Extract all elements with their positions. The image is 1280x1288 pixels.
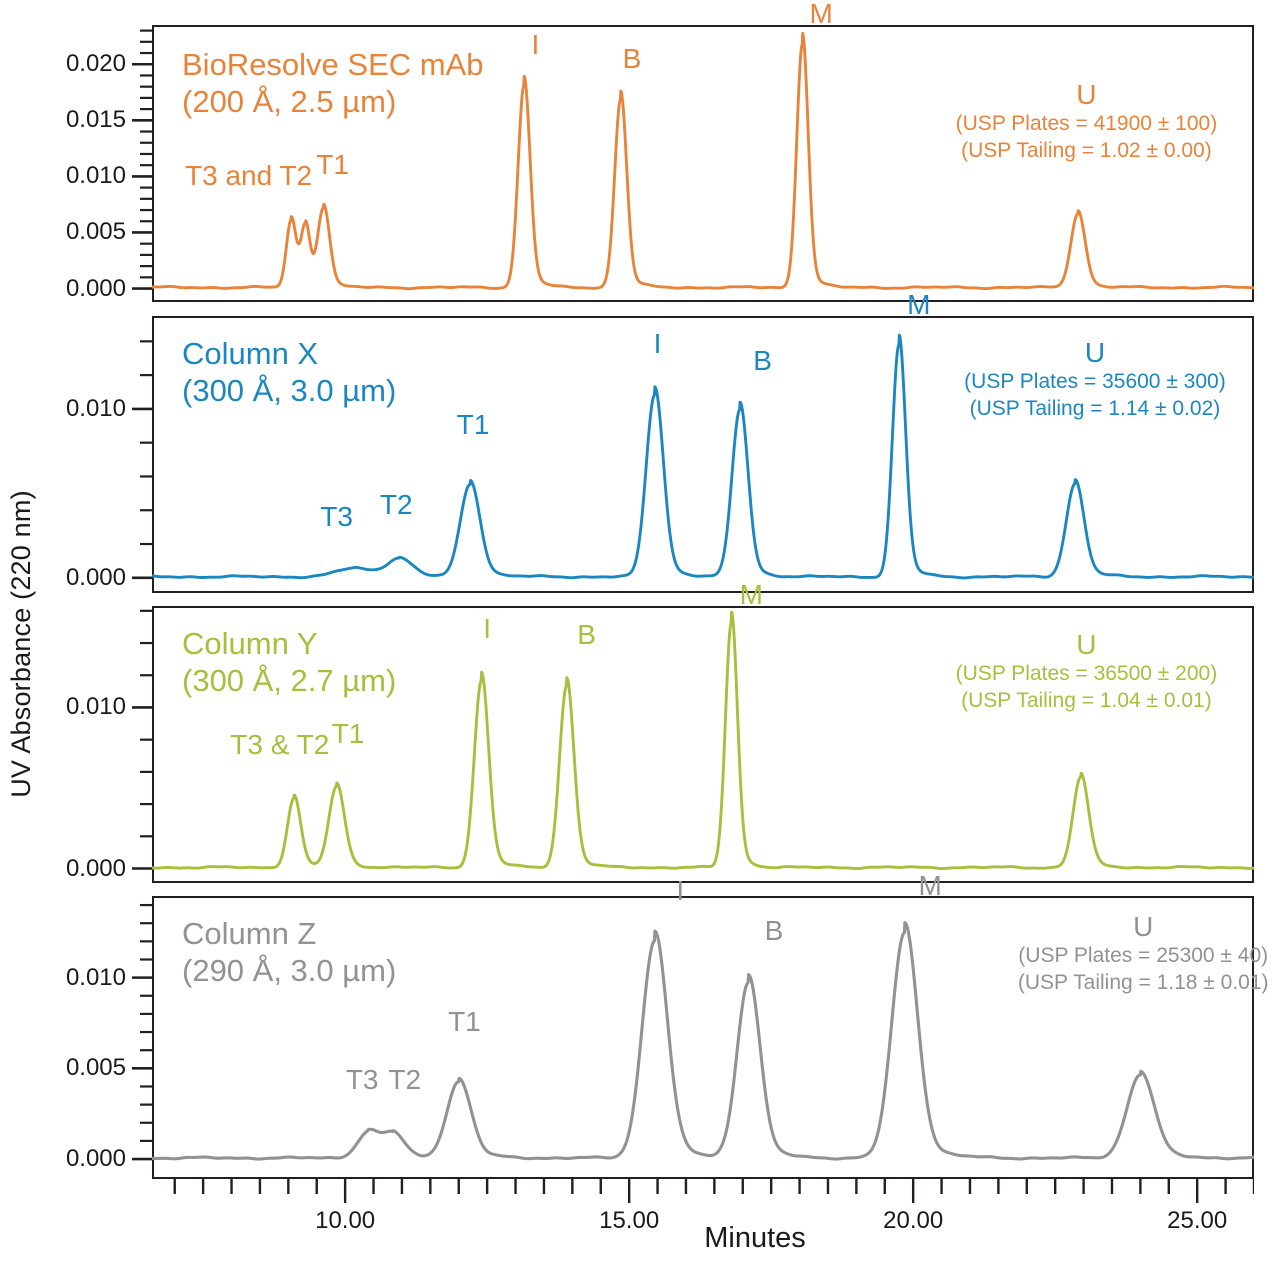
peak-label-i: I — [676, 875, 685, 907]
usp-tailing: (USP Tailing = 1.18 ± 0.01) — [1017, 971, 1269, 995]
y-tick-label: 0.000 — [65, 274, 126, 302]
y-tick-label: 0.000 — [65, 1145, 126, 1173]
usp-plates: (USP Plates = 36500 ± 200) — [955, 662, 1218, 686]
peak-label-t3: T3 — [320, 500, 353, 532]
y-tick-label: 0.010 — [65, 693, 126, 721]
peak-label-t1: T1 — [448, 1005, 481, 1037]
trace-canvas — [152, 920, 1254, 1161]
y-tick-label: 0.010 — [65, 963, 126, 991]
y-axis-1: 0.000 0.005 0.010 0.015 0.020 — [56, 25, 152, 302]
x-tick-marks — [173, 1179, 1254, 1203]
trace-canvas — [152, 610, 1254, 871]
peak-label-t1: T1 — [331, 717, 365, 749]
y-axis-title: UV Absorbance (220 nm) — [5, 490, 36, 798]
peak-label-u: U — [1084, 336, 1106, 368]
y-axis-3: 0.000 0.010 — [56, 606, 152, 883]
peak-label-b: B — [764, 914, 784, 946]
panel-title-line1: Column Y — [182, 626, 318, 661]
peak-label-m: M — [809, 0, 833, 30]
chromatogram-panel-2: Column X (300 Å, 3.0 µm) T3 T2 T1 I B M U (USP Pl… — [66, 289, 1254, 593]
x-tick-label: 10.00 — [315, 1207, 376, 1234]
x-tick-label: 15.00 — [599, 1207, 660, 1234]
peak-label-t3: T3 — [345, 1063, 379, 1095]
panel-frame — [152, 316, 1254, 593]
panel-title-line1: BioResolve SEC mAb — [182, 47, 484, 82]
y-tick-marks — [132, 340, 152, 580]
peak-label-t2: T2 — [379, 488, 413, 520]
y-tick-marks — [132, 29, 152, 290]
y-axis-2: 0.000 0.010 — [56, 316, 152, 593]
peak-label-i: I — [531, 28, 540, 60]
panel-frame — [152, 896, 1254, 1179]
panel-title-line2: (200 Å, 2.5 µm) — [182, 83, 397, 119]
chromatogram-trace — [152, 333, 1254, 580]
y-tick-label: 0.015 — [65, 106, 126, 134]
panel-title-1: BioResolve SEC mAb (200 Å, 2.5 µm) — [182, 47, 484, 120]
y-tick-label: 0.000 — [65, 854, 126, 882]
panel-title-3: Column Y (300 Å, 2.7 µm) — [182, 626, 396, 699]
x-axis-title: Minutes — [704, 1222, 806, 1254]
peak-label-m: M — [739, 579, 763, 611]
usp-tailing: (USP Tailing = 1.02 ± 0.00) — [961, 138, 1212, 162]
peak-label-b: B — [753, 345, 772, 377]
peak-label-t1: T1 — [316, 148, 349, 180]
peak-label-i: I — [653, 328, 662, 360]
x-tick-label: 25.00 — [1167, 1207, 1228, 1234]
usp-annotation-1: (USP Plates = 41900 ± 100) (USP Tailing =… — [956, 111, 1218, 165]
peak-label-t1: T1 — [456, 409, 490, 441]
usp-annotation-2: (USP Plates = 35600 ± 300) (USP Tailing =… — [964, 369, 1226, 423]
chromatogram-trace — [152, 610, 1254, 871]
x-tick-label: 20.00 — [883, 1207, 944, 1234]
peak-label-t2: T2 — [388, 1063, 422, 1095]
peak-label-i: I — [483, 613, 492, 645]
peak-label-u: U — [1076, 79, 1097, 111]
y-tick-marks — [132, 609, 152, 870]
panel-title-line1: Column X — [182, 336, 319, 371]
usp-tailing: (USP Tailing = 1.14 ± 0.02) — [969, 396, 1221, 420]
panel-title-line2: (300 Å, 2.7 µm) — [182, 662, 397, 698]
peak-label-m: M — [907, 289, 931, 321]
usp-plates: (USP Plates = 41900 ± 100) — [955, 112, 1218, 136]
trace-canvas — [152, 333, 1254, 580]
peak-label-t3-and-t2: T3 and T2 — [185, 159, 313, 191]
y-tick-marks — [132, 903, 152, 1161]
panel-title-4: Column Z (290 Å, 3.0 µm) — [182, 916, 396, 989]
panel-frame — [152, 25, 1254, 302]
trace-canvas — [152, 31, 1254, 291]
y-tick-label: 0.010 — [65, 162, 126, 190]
chromatogram-trace — [152, 31, 1254, 291]
peak-label-b: B — [622, 43, 642, 75]
peak-label-u: U — [1076, 629, 1097, 661]
y-tick-label: 0.005 — [65, 218, 126, 246]
chromatogram-panel-1: BioResolve SEC mAb (200 Å, 2.5 µm) T3 and … — [66, 0, 1254, 302]
peak-label-b: B — [577, 619, 596, 651]
y-axis-4: 0.000 0.005 0.010 — [56, 896, 152, 1179]
peak-label-t3-t2: T3 & T2 — [230, 728, 330, 760]
chromatogram-trace — [152, 920, 1254, 1161]
usp-plates: (USP Plates = 35600 ± 300) — [964, 369, 1226, 393]
panel-title-line2: (290 Å, 3.0 µm) — [182, 952, 397, 988]
usp-annotation-4: (USP Plates = 25300 ± 40) (USP Tailing = … — [1018, 943, 1269, 997]
usp-annotation-3: (USP Plates = 36500 ± 200) (USP Tailing =… — [956, 661, 1218, 715]
peak-label-u: U — [1133, 911, 1154, 943]
y-tick-label: 0.010 — [65, 394, 126, 422]
panel-title-2: Column X (300 Å, 3.0 µm) — [182, 336, 396, 409]
panel-title-line1: Column Z — [182, 916, 317, 951]
y-tick-label: 0.020 — [65, 50, 126, 78]
usp-tailing: (USP Tailing = 1.04 ± 0.01) — [961, 689, 1212, 713]
y-tick-label: 0.000 — [65, 563, 126, 591]
usp-plates: (USP Plates = 25300 ± 40) — [1018, 944, 1269, 968]
peak-label-m: M — [918, 869, 942, 901]
chromatogram-panel-4: Column Z (290 Å, 3.0 µm) T3 T2 T1 I B M U (USP Pl… — [66, 870, 1269, 1179]
panel-title-line2: (300 Å, 3.0 µm) — [182, 372, 397, 408]
chromatogram-panel-3: Column Y (300 Å, 2.7 µm) T3 & T2 T1 I B M U (USP… — [66, 579, 1254, 883]
y-tick-label: 0.005 — [65, 1054, 126, 1082]
